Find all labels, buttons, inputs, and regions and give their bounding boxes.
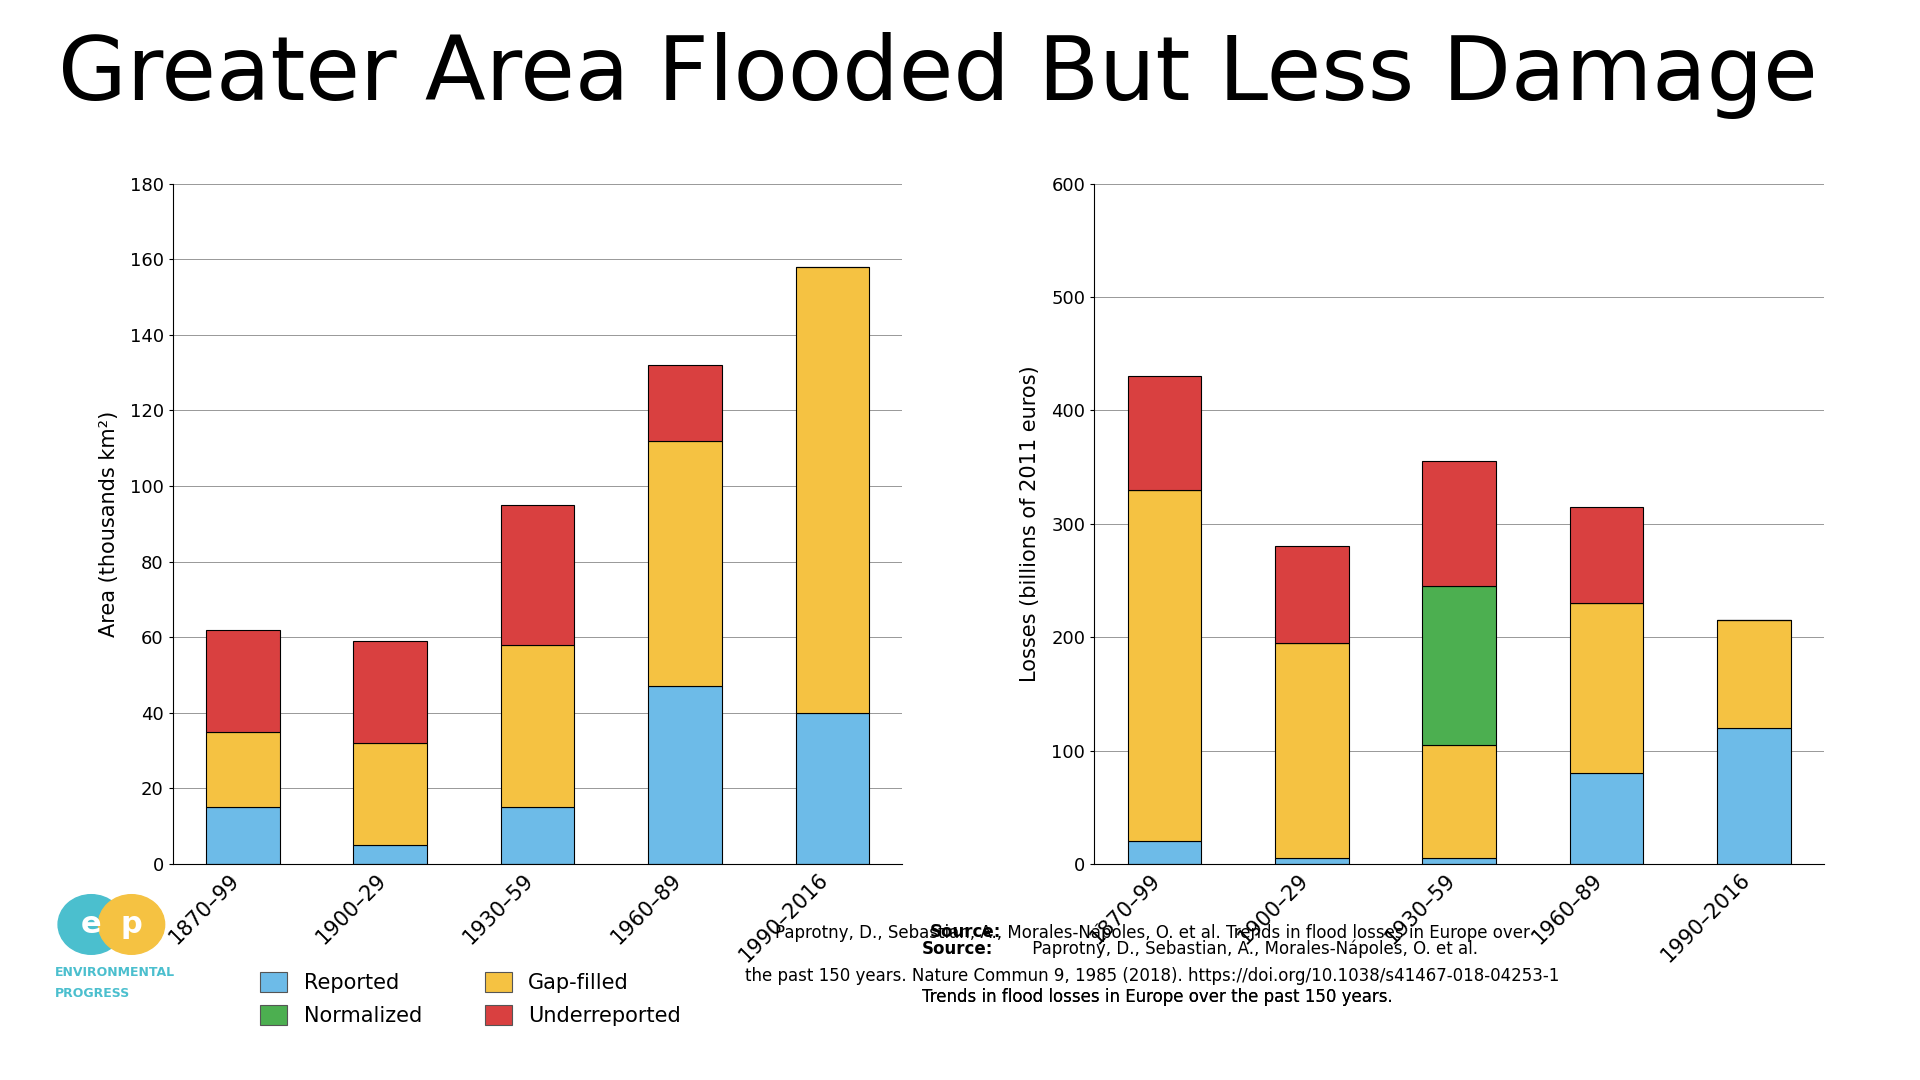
- Bar: [1571, 773, 1644, 864]
- Bar: [1127, 489, 1202, 841]
- Text: e: e: [81, 910, 102, 939]
- Text: PROGRESS: PROGRESS: [56, 987, 131, 1000]
- Y-axis label: Losses (billions of 2011 euros): Losses (billions of 2011 euros): [1020, 365, 1041, 683]
- Text: ENVIRONMENTAL: ENVIRONMENTAL: [56, 966, 175, 978]
- Legend: Reported, Normalized, Gap-filled, Underreported: Reported, Normalized, Gap-filled, Underr…: [259, 972, 682, 1026]
- Bar: [1716, 728, 1791, 864]
- Text: Paprotny, D., Sebastian, A., Morales-Nápoles, O. et al.: Paprotny, D., Sebastian, A., Morales-Náp…: [1027, 940, 1478, 958]
- Bar: [1275, 643, 1348, 859]
- Bar: [649, 365, 722, 441]
- Bar: [1275, 859, 1348, 864]
- Text: Trends in flood losses in Europe over the past 150 years.: Trends in flood losses in Europe over th…: [922, 988, 1398, 1007]
- Bar: [1423, 461, 1496, 586]
- Bar: [649, 687, 722, 864]
- Bar: [1127, 841, 1202, 864]
- Circle shape: [98, 894, 165, 955]
- Bar: [795, 267, 870, 713]
- Bar: [205, 630, 280, 732]
- Bar: [205, 732, 280, 808]
- Text: p: p: [121, 910, 142, 939]
- Circle shape: [58, 894, 125, 955]
- Bar: [1423, 859, 1496, 864]
- Bar: [795, 713, 870, 864]
- Bar: [1275, 546, 1348, 643]
- Text: Source:: Source:: [929, 923, 1000, 942]
- Y-axis label: Area (thousands km²): Area (thousands km²): [98, 410, 119, 637]
- Bar: [501, 645, 574, 808]
- Text: the past 150 years. Nature Commun 9, 1985 (2018). https://doi.org/10.1038/s41467: the past 150 years. Nature Commun 9, 198…: [745, 967, 1559, 985]
- Bar: [1423, 745, 1496, 859]
- Bar: [501, 808, 574, 864]
- Bar: [501, 504, 574, 645]
- Bar: [1716, 620, 1791, 728]
- Bar: [649, 441, 722, 687]
- Text: Paprotny, D., Sebastian, A., Morales-Nápoles, O. et al. Trends in flood losses i: Paprotny, D., Sebastian, A., Morales-Náp…: [774, 923, 1530, 942]
- Text: Greater Area Flooded But Less Damage: Greater Area Flooded But Less Damage: [58, 32, 1818, 120]
- Text: Source:: Source:: [922, 940, 993, 958]
- Bar: [353, 640, 426, 743]
- Bar: [1571, 507, 1644, 603]
- Bar: [1127, 376, 1202, 489]
- Bar: [205, 808, 280, 864]
- Bar: [1571, 603, 1644, 773]
- Bar: [1423, 586, 1496, 745]
- Text: Trends in flood losses in Europe over the past 150 years.: Trends in flood losses in Europe over th…: [922, 988, 1398, 1007]
- Bar: [353, 743, 426, 845]
- Bar: [353, 845, 426, 864]
